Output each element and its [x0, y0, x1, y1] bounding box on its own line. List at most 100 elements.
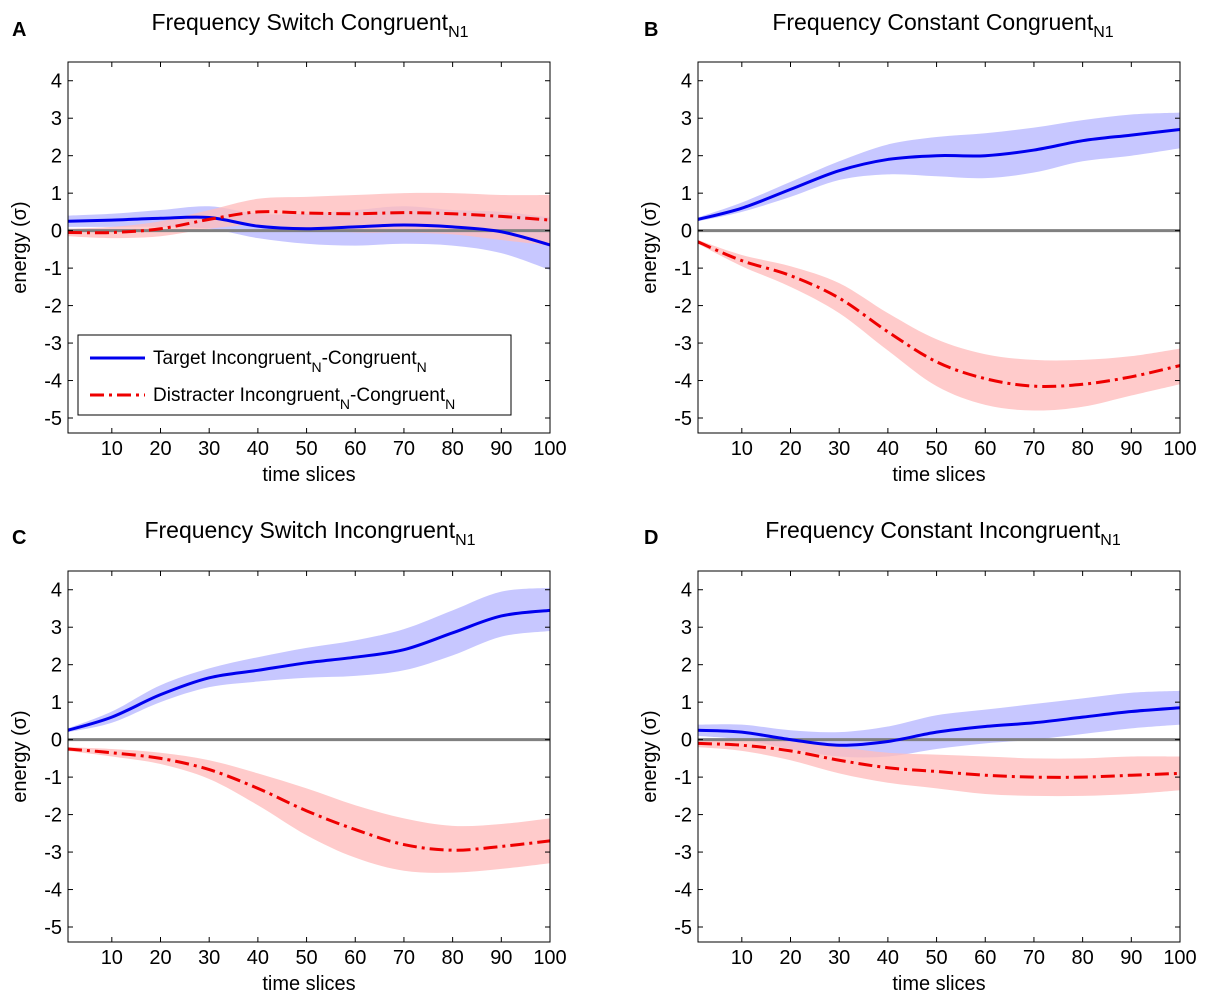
x-tick-label: 40	[247, 438, 269, 460]
y-tick-label: -5	[44, 917, 62, 939]
y-tick-label: -4	[44, 880, 62, 902]
x-tick-label: 100	[1163, 438, 1196, 460]
y-tick-label: 3	[51, 617, 62, 639]
x-tick-label: 80	[442, 947, 464, 969]
x-tick-label: 80	[1072, 947, 1094, 969]
x-tick-label: 60	[344, 947, 366, 969]
x-tick-label: 90	[490, 947, 512, 969]
x-tick-label: 10	[731, 947, 753, 969]
plot-area	[68, 192, 550, 270]
plot-area	[698, 112, 1180, 411]
y-tick-label: 1	[51, 692, 62, 714]
x-tick-label: 20	[149, 438, 171, 460]
distracter-confidence-band	[698, 240, 1180, 411]
y-tick-label: -5	[674, 408, 692, 430]
x-tick-label: 30	[828, 947, 850, 969]
legend-target-label-sub1: N	[311, 359, 321, 375]
panel-letter: C	[12, 527, 26, 549]
x-tick-label: 50	[295, 947, 317, 969]
x-tick-label: 10	[101, 438, 123, 460]
y-tick-label: -3	[674, 842, 692, 864]
y-tick-label: -1	[674, 767, 692, 789]
plot-area	[68, 587, 550, 873]
x-tick-label: 70	[1023, 947, 1045, 969]
chart-title: Frequency Switch CongruentN1	[151, 9, 468, 41]
y-tick-label: 3	[681, 617, 692, 639]
chart-title-subscript: N1	[1100, 532, 1121, 549]
panel-letter: D	[644, 527, 658, 549]
x-axis-label: time slices	[892, 464, 985, 486]
distracter-confidence-band	[698, 739, 1180, 797]
y-tick-label: 2	[51, 146, 62, 168]
distracter-series-line	[698, 240, 1180, 388]
chart-title-subscript: N1	[1093, 24, 1114, 41]
x-tick-label: 60	[344, 438, 366, 460]
y-tick-label: 2	[681, 146, 692, 168]
x-tick-label: 100	[533, 438, 566, 460]
target-series-line	[698, 127, 1180, 221]
y-tick-label: -2	[674, 296, 692, 318]
y-tick-label: 4	[681, 580, 692, 602]
legend-distracter-label-sub1: N	[340, 396, 350, 412]
chart-title-main: Frequency Constant Congruent	[772, 9, 1094, 35]
x-tick-label: 50	[925, 438, 947, 460]
chart-title-subscript: N1	[448, 24, 469, 41]
chart-title: Frequency Constant IncongruentN1	[765, 517, 1121, 549]
x-tick-label: 40	[877, 947, 899, 969]
y-axis-label: energy (σ)	[9, 201, 31, 293]
legend-target-label-sub2: N	[417, 359, 427, 375]
y-tick-label: 1	[51, 183, 62, 205]
x-tick-label: 20	[779, 438, 801, 460]
y-tick-label: -4	[44, 371, 62, 393]
distracter-confidence-band	[68, 747, 550, 873]
chart-title-main: Frequency Switch Congruent	[151, 9, 448, 35]
target-series-line	[698, 706, 1180, 747]
x-tick-label: 10	[101, 947, 123, 969]
y-tick-label: -2	[44, 805, 62, 827]
y-tick-label: 0	[51, 221, 62, 243]
y-tick-label: -1	[44, 258, 62, 280]
legend: Target IncongruentN-CongruentNDistracter…	[77, 334, 512, 416]
x-tick-label: 30	[828, 438, 850, 460]
y-tick-label: -5	[44, 408, 62, 430]
x-tick-label: 80	[442, 438, 464, 460]
chart-title-main: Frequency Constant Incongruent	[765, 517, 1101, 543]
distracter-confidence-band	[68, 192, 550, 246]
target-series-line	[68, 608, 550, 732]
x-tick-label: 70	[1023, 438, 1045, 460]
y-tick-label: 2	[51, 655, 62, 677]
y-tick-label: -2	[44, 296, 62, 318]
y-tick-label: 3	[681, 108, 692, 130]
y-tick-label: -4	[674, 371, 692, 393]
y-tick-label: -3	[674, 333, 692, 355]
x-tick-label: 40	[247, 947, 269, 969]
legend-distracter-label-sub2: N	[445, 396, 455, 412]
y-tick-label: -2	[674, 805, 692, 827]
y-axis-label: energy (σ)	[639, 201, 661, 293]
legend-distracter-label: Distracter IncongruentN-CongruentN	[153, 385, 455, 412]
x-axis-label: time slices	[262, 973, 355, 995]
y-tick-label: 3	[51, 108, 62, 130]
x-tick-label: 50	[295, 438, 317, 460]
panel-letter: B	[644, 19, 658, 41]
y-tick-label: -1	[674, 258, 692, 280]
chart-title-subscript: N1	[455, 532, 476, 549]
x-tick-label: 40	[877, 438, 899, 460]
y-axis-label: energy (σ)	[9, 710, 31, 802]
legend-distracter-label-main: Distracter Incongruent	[153, 385, 341, 406]
y-tick-label: 0	[681, 730, 692, 752]
panel-letter: A	[12, 19, 26, 41]
y-tick-label: -5	[674, 917, 692, 939]
y-tick-label: -3	[44, 333, 62, 355]
chart-title: Frequency Constant CongruentN1	[772, 9, 1113, 41]
target-confidence-band	[68, 587, 550, 733]
y-tick-label: -3	[44, 842, 62, 864]
axes-frame	[697, 61, 1181, 434]
y-tick-label: 4	[681, 71, 692, 93]
x-tick-label: 100	[533, 947, 566, 969]
x-tick-label: 20	[149, 947, 171, 969]
